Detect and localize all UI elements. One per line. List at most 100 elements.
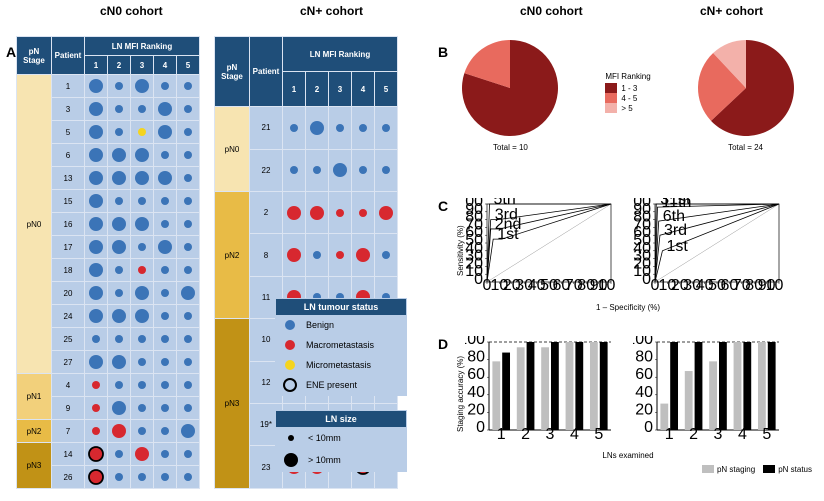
- stage-cell: pN0: [17, 75, 52, 374]
- ln-dot-icon: [85, 236, 107, 258]
- patient-cell: 25: [52, 328, 85, 351]
- stage-cell: pN3: [215, 319, 250, 489]
- ln-dot-icon: [177, 420, 199, 442]
- pie-cN0: Total = 10: [460, 38, 560, 152]
- dot-cell: [108, 190, 131, 213]
- dot-cell: [154, 190, 177, 213]
- dot-cell: [177, 121, 200, 144]
- ln-dot-icon: [131, 374, 153, 396]
- ln-dot-icon: [108, 121, 130, 143]
- svg-text:20: 20: [635, 401, 653, 418]
- roc-curve-label: 1st: [666, 238, 688, 255]
- ln-dot-icon: [177, 259, 199, 281]
- panel-B-pies: Total = 10 MFI Ranking1 - 34 - 5> 5 Tota…: [438, 38, 818, 188]
- ln-dot-icon: [108, 282, 130, 304]
- dot-cell: [85, 443, 108, 466]
- ln-dot-icon: [85, 213, 107, 235]
- dot-cell: [375, 234, 398, 276]
- stage-cell: pN2: [215, 191, 250, 318]
- cohort-cNplus: cN+ cohort: [300, 4, 363, 18]
- dot-cell: [306, 107, 329, 149]
- dot-cell: [154, 98, 177, 121]
- patient-cell: 27: [52, 351, 85, 374]
- dot-cell: [108, 167, 131, 190]
- ln-dot-icon: [177, 213, 199, 235]
- swatch-icon: [702, 465, 714, 473]
- svg-text:100: 100: [633, 336, 653, 348]
- dot-cell: [154, 121, 177, 144]
- ln-dot-icon: [154, 282, 176, 304]
- pie-chart: [460, 38, 560, 138]
- ln-dot-icon: [108, 351, 130, 373]
- dot-cell: [177, 374, 200, 397]
- swatch-icon: [763, 465, 775, 473]
- dot-cell: [329, 234, 352, 276]
- dot-cell: [131, 190, 154, 213]
- ln-dot-icon: [131, 236, 153, 258]
- patient-cell: 15: [52, 190, 85, 213]
- dot-cell: [85, 167, 108, 190]
- ln-dot-icon: [108, 144, 130, 166]
- bar-pn-staging: [709, 361, 717, 430]
- roc-xlabel: 1 – Specificity (%): [438, 303, 818, 312]
- ln-dot-icon: [108, 98, 130, 120]
- patient-cell: 9: [52, 397, 85, 420]
- dot-cell: [177, 190, 200, 213]
- ln-dot-icon: [108, 259, 130, 281]
- dot-cell: [177, 420, 200, 443]
- stage-cell: pN3: [17, 443, 52, 489]
- dot-cell: [177, 259, 200, 282]
- dot-cell: [131, 374, 154, 397]
- ln-dot-icon: [108, 75, 130, 97]
- dot-cell: [306, 149, 329, 191]
- ln-dot-icon: [177, 190, 199, 212]
- patient-cell: 26: [52, 466, 85, 489]
- ln-dot-icon: [108, 190, 130, 212]
- dot-cell: [85, 397, 108, 420]
- stage-cell: pN2: [17, 420, 52, 443]
- ln-dot-icon: [375, 244, 397, 266]
- ln-dot-icon: [131, 98, 153, 120]
- ln-dot-icon: [108, 328, 130, 350]
- dot-cell: [154, 236, 177, 259]
- ln-dot-icon: [177, 282, 199, 304]
- ln-dot-icon: [154, 190, 176, 212]
- panel-C-roc: Sensitivity (%) 001010202030304040505060…: [438, 198, 818, 318]
- stage-cell: pN1: [17, 374, 52, 420]
- legend-tumour-status: LN tumour statusBenignMacrometastasisMic…: [275, 298, 407, 396]
- patient-cell: 18: [52, 259, 85, 282]
- ln-dot-icon: [329, 159, 351, 181]
- ln-dot-icon: [154, 121, 176, 143]
- dot-cell: [154, 75, 177, 98]
- size-dot-icon: [282, 451, 300, 469]
- dot-cell: [177, 443, 200, 466]
- dot-cell: [108, 213, 131, 236]
- ln-dot-icon: [329, 202, 351, 224]
- dot-cell: [352, 107, 375, 149]
- ln-dot-icon: [352, 244, 374, 266]
- legend-title: LN size: [276, 411, 406, 427]
- dot-cell: [154, 374, 177, 397]
- ln-dot-icon: [131, 305, 153, 327]
- ln-dot-icon: [131, 144, 153, 166]
- svg-text:3: 3: [714, 426, 723, 443]
- dot-cell: [283, 191, 306, 233]
- patient-cell: 6: [52, 144, 85, 167]
- dot-cell: [85, 236, 108, 259]
- dot-cell: [177, 328, 200, 351]
- roc-plot: 0010102020303040405050606070708080909010…: [633, 198, 783, 298]
- dot-cell: [177, 397, 200, 420]
- svg-text:5: 5: [762, 426, 771, 443]
- dot-cell: [85, 144, 108, 167]
- dot-cell: [283, 149, 306, 191]
- ln-dot-icon: [154, 351, 176, 373]
- ln-dot-icon: [306, 117, 328, 139]
- dot-cell: [154, 144, 177, 167]
- svg-text:3: 3: [546, 426, 555, 443]
- patient-cell: 4: [52, 374, 85, 397]
- ln-dot-icon: [306, 244, 328, 266]
- bars-xlabel: LNs examined: [438, 451, 818, 460]
- dot-cell: [131, 259, 154, 282]
- ln-dot-icon: [329, 117, 351, 139]
- bar-pn-status: [719, 342, 727, 430]
